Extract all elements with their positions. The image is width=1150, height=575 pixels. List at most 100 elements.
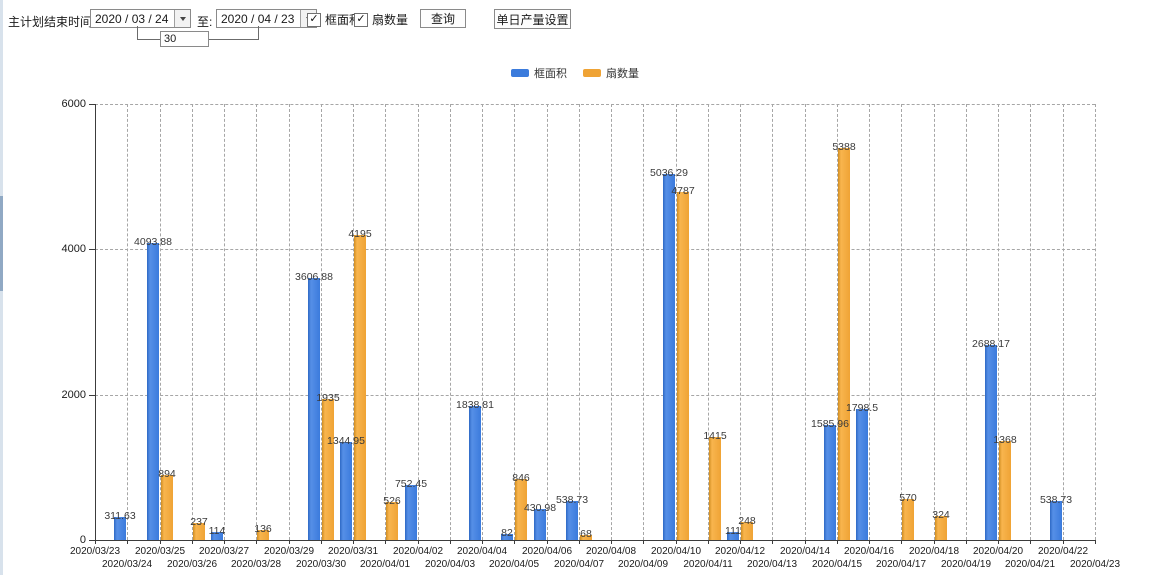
x-axis-tick bbox=[353, 540, 354, 544]
gridline-vertical bbox=[547, 104, 548, 540]
bar-frame-area bbox=[663, 174, 675, 540]
to-label: 至: bbox=[197, 15, 213, 29]
x-axis-label: 2020/04/07 bbox=[553, 559, 605, 570]
daily-output-settings-button[interactable]: 单日产量设置 bbox=[494, 9, 571, 29]
bar-sash-count bbox=[999, 441, 1011, 540]
gridline-vertical bbox=[611, 104, 612, 540]
bar-value-label: 1415 bbox=[703, 430, 727, 442]
x-axis-tick bbox=[1095, 540, 1096, 544]
x-axis-tick bbox=[482, 540, 483, 544]
date-to-value: 2020 / 04 / 23 bbox=[221, 11, 295, 26]
x-axis-label: 2020/03/31 bbox=[327, 546, 379, 557]
x-axis-label: 2020/04/04 bbox=[456, 546, 508, 557]
bar-sash-count bbox=[386, 502, 398, 540]
x-axis-label: 2020/04/14 bbox=[779, 546, 831, 557]
gridline-vertical bbox=[708, 104, 709, 540]
bar-sash-count bbox=[257, 530, 269, 540]
x-axis-label: 2020/04/18 bbox=[908, 546, 960, 557]
bar-value-label: 1935 bbox=[316, 392, 340, 404]
gridline-vertical bbox=[418, 104, 419, 540]
x-axis-tick bbox=[127, 540, 128, 544]
x-axis-label: 2020/04/08 bbox=[585, 546, 637, 557]
gridline-vertical bbox=[676, 104, 677, 540]
x-axis-label: 2020/03/30 bbox=[295, 559, 347, 570]
frame-area-checkbox[interactable]: ✓ 框面积 bbox=[307, 11, 361, 28]
gridline-vertical bbox=[966, 104, 967, 540]
gridline-vertical bbox=[1095, 104, 1096, 540]
gridline-vertical bbox=[385, 104, 386, 540]
gridline-vertical bbox=[643, 104, 644, 540]
x-axis-label: 2020/04/16 bbox=[843, 546, 895, 557]
x-axis-label: 2020/04/19 bbox=[940, 559, 992, 570]
x-axis-tick bbox=[579, 540, 580, 544]
window-left-edge-segment bbox=[0, 196, 3, 291]
x-axis-label: 2020/04/03 bbox=[424, 559, 476, 570]
bar-value-label: 324 bbox=[932, 509, 950, 521]
x-axis-tick bbox=[514, 540, 515, 544]
chevron-down-icon[interactable] bbox=[174, 10, 190, 27]
gridline-vertical bbox=[256, 104, 257, 540]
bar-value-label: 1838.81 bbox=[456, 399, 494, 411]
bar-value-label: 111 bbox=[725, 525, 741, 537]
x-axis-label: 2020/04/20 bbox=[972, 546, 1024, 557]
chart-legend: 框面积 扇数量 bbox=[0, 65, 1150, 81]
sash-count-checkbox[interactable]: ✓ 扇数量 bbox=[354, 11, 408, 28]
date-to-picker[interactable]: 2020 / 04 / 23 bbox=[216, 9, 317, 28]
legend-label: 扇数量 bbox=[606, 68, 639, 80]
bar-value-label: 136 bbox=[254, 523, 272, 535]
bar-value-label: 430.98 bbox=[523, 502, 557, 514]
x-axis-tick bbox=[643, 540, 644, 544]
bar-value-label: 1344.95 bbox=[327, 435, 365, 447]
bar-sash-count bbox=[741, 522, 753, 540]
bar-frame-area bbox=[469, 406, 481, 540]
x-axis-tick bbox=[547, 540, 548, 544]
y-axis-label: 6000 bbox=[61, 98, 86, 110]
x-axis-label: 2020/04/21 bbox=[1004, 559, 1056, 570]
query-button[interactable]: 查询 bbox=[420, 9, 466, 28]
y-axis-label: 0 bbox=[79, 534, 86, 546]
bar-value-label: 894 bbox=[158, 468, 176, 480]
x-axis-label: 2020/04/10 bbox=[650, 546, 702, 557]
bar-value-label: 4195 bbox=[348, 228, 372, 240]
gridline-vertical bbox=[482, 104, 483, 540]
bar-sash-count bbox=[161, 475, 173, 540]
gridline-horizontal bbox=[95, 395, 1095, 396]
bar-value-label: 526 bbox=[383, 495, 401, 507]
bar-value-label: 538.73 bbox=[1039, 494, 1073, 506]
y-axis-tick bbox=[89, 395, 95, 396]
sash-count-checkbox-label: 扇数量 bbox=[372, 13, 409, 27]
connector-line bbox=[204, 39, 259, 40]
x-axis-label: 2020/04/15 bbox=[811, 559, 863, 570]
x-axis-label: 2020/04/13 bbox=[746, 559, 798, 570]
frame-area-swatch bbox=[511, 69, 529, 77]
x-axis-label: 2020/03/26 bbox=[166, 559, 218, 570]
bar-value-label: 1585.96 bbox=[811, 418, 849, 430]
bar-value-label: 114 bbox=[208, 525, 226, 537]
bar-value-label: 752.45 bbox=[394, 478, 428, 490]
bar-value-label: 1368 bbox=[993, 434, 1017, 446]
gridline-vertical bbox=[998, 104, 999, 540]
bar-frame-area bbox=[1050, 501, 1062, 540]
date-from-picker[interactable]: 2020 / 03 / 24 bbox=[90, 9, 191, 28]
x-axis-tick bbox=[869, 540, 870, 544]
gridline-vertical bbox=[127, 104, 128, 540]
connector-line bbox=[137, 26, 138, 39]
x-axis-label: 2020/04/01 bbox=[359, 559, 411, 570]
interval-days-input[interactable]: 30 bbox=[160, 31, 209, 47]
gridline-horizontal bbox=[95, 104, 1095, 105]
x-axis-label: 2020/03/27 bbox=[198, 546, 250, 557]
bar-value-label: 570 bbox=[899, 492, 917, 504]
gridline-vertical bbox=[514, 104, 515, 540]
gridline-vertical bbox=[450, 104, 451, 540]
x-axis-tick bbox=[1063, 540, 1064, 544]
bar-value-label: 248 bbox=[738, 515, 756, 527]
bar-value-label: 538.73 bbox=[555, 494, 589, 506]
y-axis-line bbox=[95, 104, 96, 540]
end-time-label: 主计划结束时间: bbox=[8, 15, 96, 29]
x-axis-label: 2020/04/06 bbox=[521, 546, 573, 557]
bar-value-label: 311.63 bbox=[104, 510, 136, 522]
x-axis-label: 2020/03/23 bbox=[69, 546, 121, 557]
x-axis-tick bbox=[160, 540, 161, 544]
